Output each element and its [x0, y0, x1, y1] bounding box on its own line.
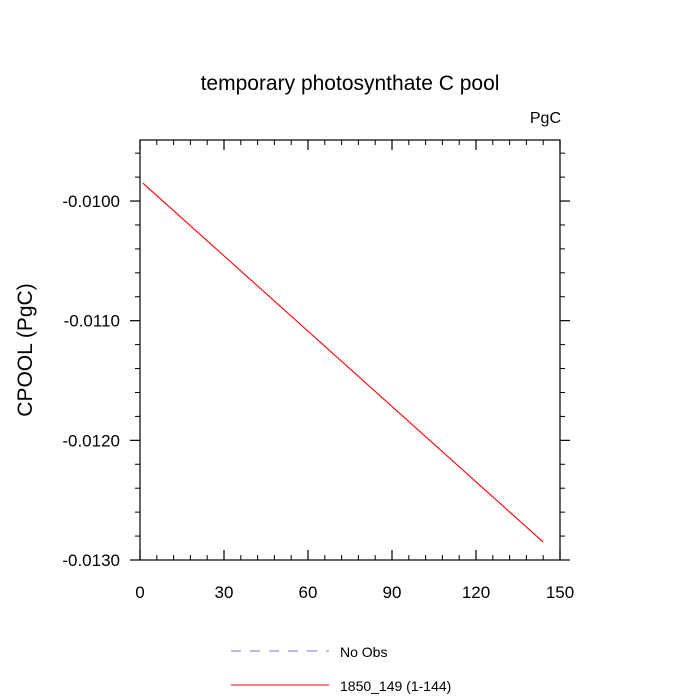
chart-title: temporary photosynthate C pool: [201, 72, 500, 95]
y-tick-label: -0.0100: [62, 192, 120, 211]
x-tick-label: 90: [383, 583, 402, 602]
y-tick-label: -0.0120: [62, 431, 120, 450]
y-tick-label: -0.0110: [64, 312, 120, 331]
x-tick-label: 150: [546, 583, 574, 602]
x-tick-label: 120: [462, 583, 490, 602]
units-label: PgC: [530, 110, 561, 127]
plot-area: [142, 182, 544, 543]
legend-label: 1850_149 (1-144): [340, 678, 451, 694]
plot-frame: [139, 139, 561, 561]
x-tick-label: 30: [215, 583, 234, 602]
legend-label: No Obs: [340, 644, 387, 660]
series-line: [142, 182, 544, 543]
x-tick-label: 60: [299, 583, 318, 602]
y-tick-label: -0.0130: [62, 551, 120, 570]
x-tick-label: 0: [135, 583, 144, 602]
y-axis-label: CPOOL (PgC): [14, 283, 37, 416]
axis-ticks: 0 30 60 90 120 150 -0.0130 -0.0120 -0.0110 -0.010…: [62, 140, 574, 602]
legend: No Obs 1850_149 (1-144): [231, 644, 451, 694]
